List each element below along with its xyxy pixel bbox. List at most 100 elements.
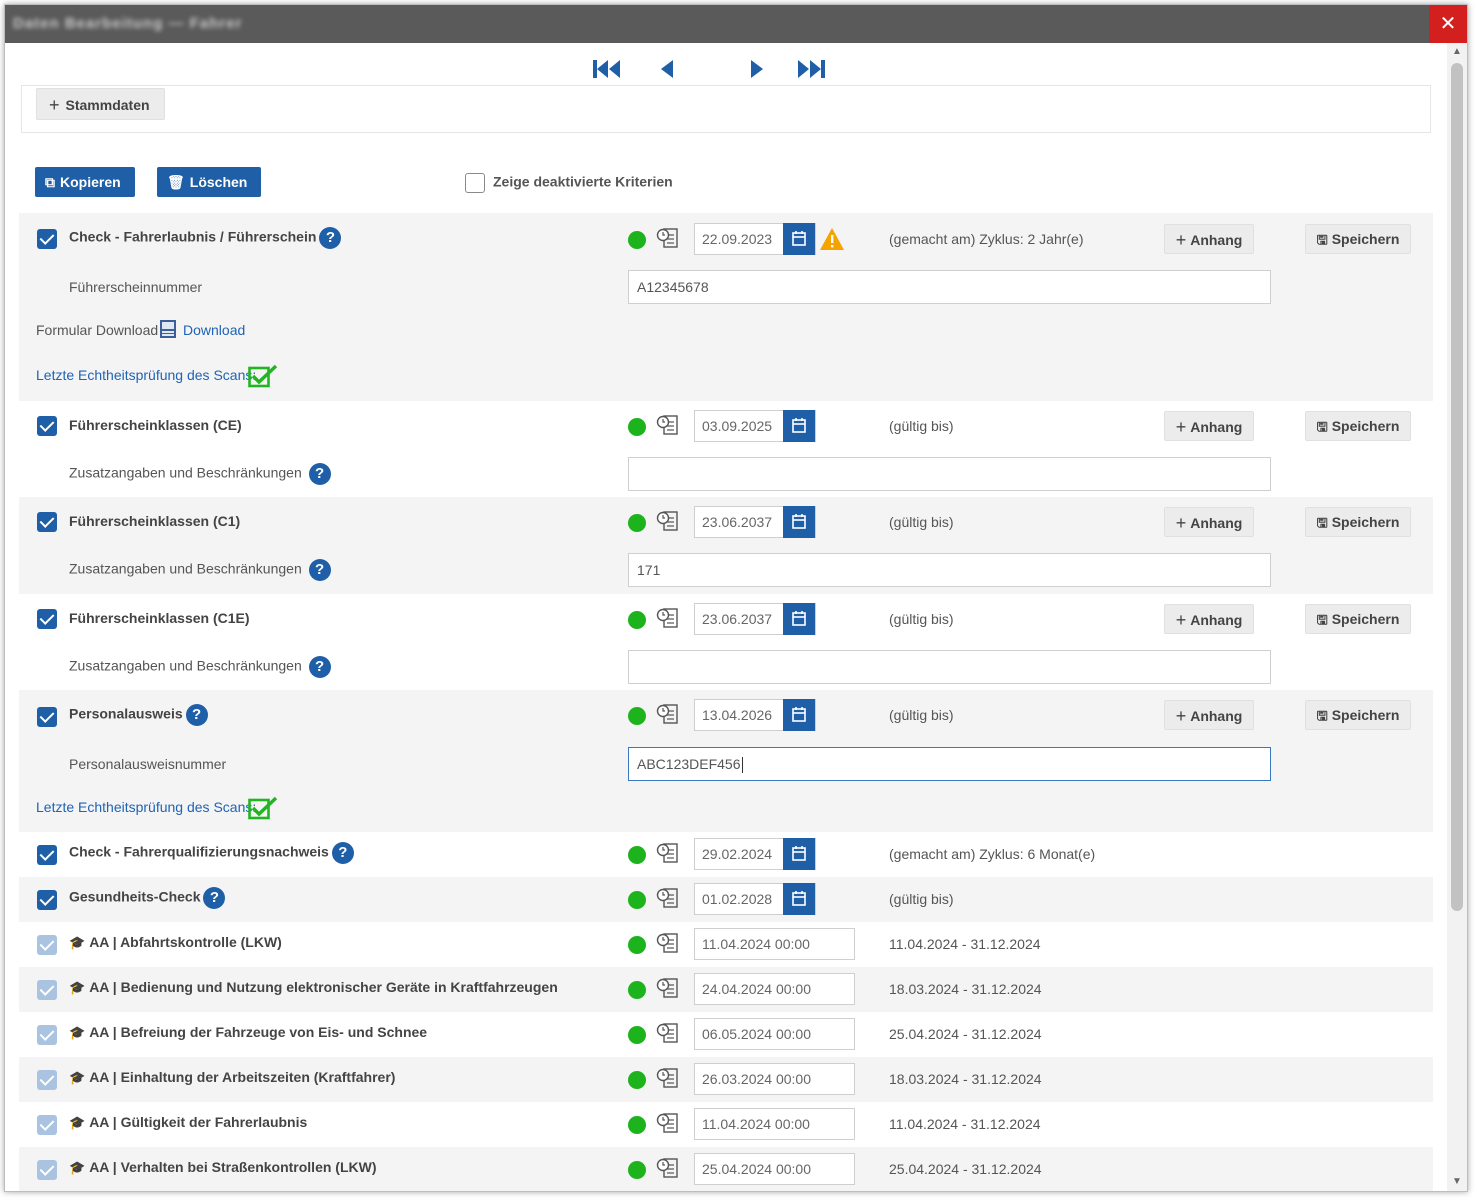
- history-document-icon[interactable]: [656, 1066, 680, 1090]
- scan-authenticity-link[interactable]: Letzte Echtheitsprüfung des Scans:: [36, 799, 257, 815]
- criterion-checkbox[interactable]: [37, 609, 57, 629]
- help-icon[interactable]: ?: [308, 463, 331, 485]
- add-attachment-button[interactable]: + Anhang: [1164, 224, 1254, 254]
- datetime-field[interactable]: 11.04.2024 00:00: [694, 928, 855, 960]
- history-document-icon[interactable]: [656, 1021, 680, 1045]
- skip-last-icon: [798, 60, 825, 78]
- calendar-button[interactable]: [783, 410, 815, 442]
- calendar-button[interactable]: [783, 506, 815, 538]
- date-field[interactable]: 23.06.2037: [694, 506, 816, 538]
- vertical-scrollbar[interactable]: ▲ ▼: [1447, 43, 1467, 1191]
- criterion-row: Führerscheinklassen (C1E) 23.06.2037 (gü…: [19, 594, 1433, 690]
- criterion-checkbox[interactable]: [37, 845, 57, 865]
- graduation-cap-icon: 🎓: [69, 1160, 86, 1175]
- datetime-field[interactable]: 11.04.2024 00:00: [694, 1108, 855, 1140]
- scan-authenticity-link[interactable]: Letzte Echtheitsprüfung des Scans:: [36, 367, 257, 383]
- save-button[interactable]: 🖫 Speichern: [1305, 411, 1411, 441]
- datetime-field[interactable]: 24.04.2024 00:00: [694, 973, 855, 1005]
- date-field[interactable]: 13.04.2026: [694, 699, 816, 731]
- help-icon[interactable]: ?: [308, 656, 331, 678]
- calendar-button[interactable]: [783, 838, 815, 870]
- plus-icon: +: [1175, 610, 1187, 630]
- stammdaten-expand-button[interactable]: + Stammdaten: [36, 88, 165, 120]
- history-document-icon[interactable]: [656, 1156, 680, 1180]
- criterion-checkbox[interactable]: [37, 890, 57, 910]
- history-document-icon[interactable]: [656, 976, 680, 1000]
- calendar-button[interactable]: [783, 699, 815, 731]
- plus-icon: +: [49, 95, 60, 115]
- help-icon[interactable]: ?: [308, 559, 331, 581]
- calendar-icon: [792, 707, 806, 722]
- restrictions-input[interactable]: [628, 650, 1271, 684]
- history-document-icon[interactable]: [656, 1111, 680, 1135]
- datetime-field[interactable]: 25.04.2024 00:00: [694, 1153, 855, 1185]
- license-number-input[interactable]: A12345678: [628, 270, 1271, 304]
- first-record-button[interactable]: [591, 57, 623, 87]
- add-attachment-button[interactable]: + Anhang: [1164, 411, 1254, 441]
- criterion-checkbox[interactable]: [37, 229, 57, 249]
- close-button[interactable]: ✕: [1429, 5, 1467, 43]
- next-record-button[interactable]: [749, 57, 765, 87]
- date-field[interactable]: 29.02.2024: [694, 838, 816, 870]
- last-record-button[interactable]: [795, 57, 827, 87]
- training-range: 25.04.2024 - 31.12.2024: [889, 1161, 1042, 1177]
- date-field[interactable]: 22.09.2023: [694, 223, 816, 255]
- help-icon[interactable]: ?: [203, 887, 226, 909]
- id-number-input[interactable]: ABC123DEF456: [628, 747, 1271, 781]
- criterion-info: (gültig bis): [889, 891, 954, 907]
- restrictions-input[interactable]: [628, 457, 1271, 491]
- copy-button[interactable]: ⧉ Kopieren: [35, 167, 135, 197]
- history-document-icon[interactable]: [656, 606, 680, 630]
- save-button[interactable]: 🖫 Speichern: [1305, 507, 1411, 537]
- date-field[interactable]: 23.06.2037: [694, 603, 816, 635]
- stammdaten-section: + Stammdaten: [21, 85, 1431, 133]
- save-button[interactable]: 🖫 Speichern: [1305, 224, 1411, 254]
- calendar-button[interactable]: [783, 223, 815, 255]
- floppy-disk-icon: 🖫: [1316, 419, 1328, 434]
- date-field[interactable]: 03.09.2025: [694, 410, 816, 442]
- calendar-icon: [792, 891, 806, 906]
- history-document-icon[interactable]: [656, 702, 680, 726]
- save-button[interactable]: 🖫 Speichern: [1305, 700, 1411, 730]
- history-document-icon[interactable]: [656, 509, 680, 533]
- show-deactivated-checkbox[interactable]: [465, 173, 485, 193]
- datetime-field[interactable]: 06.05.2024 00:00: [694, 1018, 855, 1050]
- restrictions-input[interactable]: 171: [628, 553, 1271, 587]
- add-attachment-button[interactable]: + Anhang: [1164, 700, 1254, 730]
- history-document-icon[interactable]: [656, 886, 680, 910]
- criterion-checkbox[interactable]: [37, 707, 57, 727]
- date-field[interactable]: 01.02.2028: [694, 883, 816, 915]
- datetime-field[interactable]: 26.03.2024 00:00: [694, 1063, 855, 1095]
- training-checkbox: [37, 935, 57, 955]
- id-number-value: ABC123DEF456: [637, 756, 741, 772]
- criterion-checkbox[interactable]: [37, 416, 57, 436]
- calendar-button[interactable]: [783, 883, 815, 915]
- scroll-up-icon[interactable]: ▲: [1452, 46, 1462, 57]
- delete-button[interactable]: 🗑 Löschen: [157, 167, 262, 197]
- add-attachment-button[interactable]: + Anhang: [1164, 507, 1254, 537]
- previous-record-button[interactable]: [659, 57, 675, 87]
- download-link[interactable]: Download: [183, 322, 246, 338]
- help-icon[interactable]: ?: [319, 227, 342, 249]
- history-document-icon[interactable]: [656, 413, 680, 437]
- save-button[interactable]: 🖫 Speichern: [1305, 604, 1411, 634]
- history-document-icon[interactable]: [656, 226, 680, 250]
- floppy-disk-icon: 🖫: [1316, 232, 1328, 247]
- restrictions-label: Zusatzangaben und Beschränkungen: [69, 560, 302, 577]
- scroll-down-icon[interactable]: ▼: [1452, 1176, 1462, 1187]
- history-document-icon[interactable]: [656, 841, 680, 865]
- criterion-label: Führerscheinklassen (C1): [69, 513, 241, 529]
- scrollbar-thumb[interactable]: [1451, 63, 1463, 911]
- add-attachment-button[interactable]: + Anhang: [1164, 604, 1254, 634]
- show-deactivated-toggle[interactable]: Zeige deaktivierte Kriterien: [465, 173, 673, 193]
- history-document-icon[interactable]: [656, 931, 680, 955]
- calendar-button[interactable]: [783, 603, 815, 635]
- training-row: 🎓 AA | Verhalten bei Straßenkontrollen (L…: [19, 1147, 1433, 1191]
- criterion-checkbox[interactable]: [37, 512, 57, 532]
- criterion-label: Führerscheinklassen (CE): [69, 417, 242, 433]
- status-green-icon: [628, 936, 646, 954]
- criterion-row: Führerscheinklassen (C1) 23.06.2037 (gül…: [19, 497, 1433, 594]
- datetime-value: 11.04.2024 00:00: [702, 1116, 810, 1132]
- help-icon[interactable]: ?: [331, 842, 354, 864]
- help-icon[interactable]: ?: [185, 704, 208, 726]
